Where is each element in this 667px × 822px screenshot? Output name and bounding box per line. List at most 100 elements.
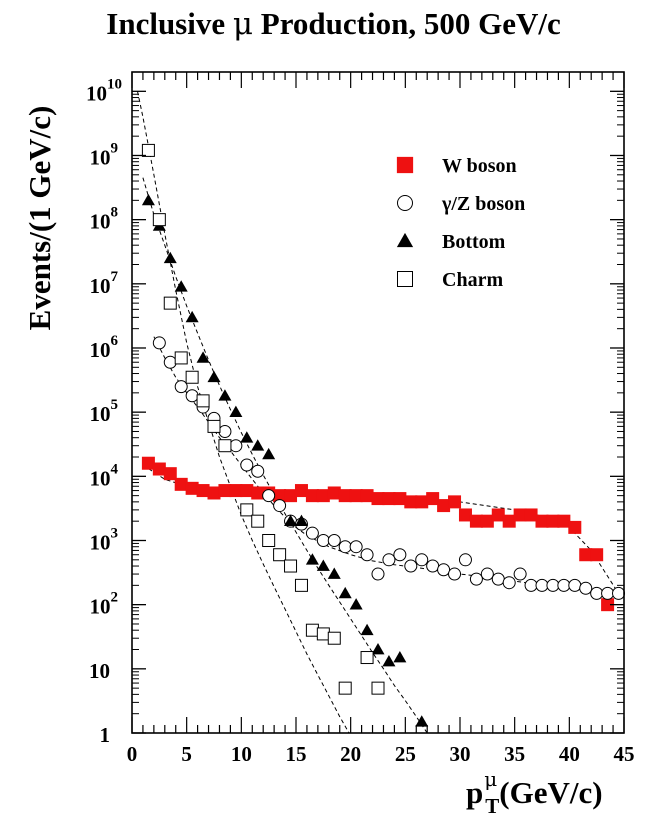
point-z-boson <box>404 559 418 573</box>
point-w-boson <box>273 489 287 503</box>
point-w-boson <box>218 484 232 498</box>
point-z-boson <box>229 439 243 453</box>
point-w-boson <box>360 489 374 503</box>
point-w-boson <box>513 508 527 522</box>
point-w-boson <box>546 514 560 528</box>
x-tick-label: 25 <box>395 742 416 766</box>
x-axis-label-tail: (GeV/c) <box>499 775 602 810</box>
point-bottom <box>316 559 330 571</box>
y-tick-label-base: 10 <box>90 338 111 362</box>
point-w-boson <box>240 484 254 498</box>
point-w-boson <box>349 489 363 503</box>
point-bottom <box>229 405 243 418</box>
point-charm <box>207 419 221 433</box>
point-charm <box>196 394 210 408</box>
point-bottom <box>251 439 265 451</box>
point-w-boson <box>458 508 472 522</box>
point-z-boson <box>524 578 538 592</box>
y-tick-label: 104 <box>90 461 119 490</box>
legend-item-z-boson: γ/Z boson <box>397 193 525 215</box>
point-w-boson <box>393 492 407 506</box>
y-tick-label-exp: 10 <box>107 76 122 92</box>
point-z-boson <box>185 389 199 403</box>
point-w-boson <box>524 508 538 522</box>
point-z-boson <box>557 578 571 592</box>
x-tick-label: 35 <box>504 742 525 766</box>
point-w-boson <box>415 495 429 509</box>
point-z-boson <box>601 586 615 600</box>
y-tick-label-base: 10 <box>90 145 111 169</box>
y-tick-label: 105 <box>90 397 119 426</box>
point-bottom <box>174 280 188 292</box>
point-charm <box>185 370 199 384</box>
point-bottom <box>218 389 232 401</box>
point-w-boson <box>229 484 243 498</box>
point-bottom <box>371 643 385 655</box>
point-z-boson <box>415 553 429 567</box>
point-charm <box>294 578 308 592</box>
point-w-boson <box>251 486 265 500</box>
point-w-boson <box>480 514 494 528</box>
point-z-boson <box>360 548 374 562</box>
legend-marker-charm <box>397 271 413 287</box>
x-tick-label: 20 <box>340 742 361 766</box>
x-axis-label-base: p <box>466 775 483 810</box>
point-bottom <box>240 431 254 443</box>
y-tick-label-exp: 7 <box>111 269 119 285</box>
point-bottom <box>185 310 199 323</box>
point-charm <box>316 627 330 641</box>
point-charm <box>360 651 374 665</box>
x-axis-label-sub: T <box>485 794 499 818</box>
x-tick-label: 30 <box>450 742 471 766</box>
chart-title-prefix: Inclusive <box>106 6 233 41</box>
point-w-boson <box>294 484 308 498</box>
point-w-boson <box>305 489 319 503</box>
point-w-boson <box>568 520 582 534</box>
point-bottom <box>393 651 407 663</box>
point-z-boson <box>502 576 516 590</box>
legend-marker-w-boson <box>396 156 414 174</box>
y-tick-label-base: 10 <box>89 659 110 683</box>
point-z-boson <box>393 548 407 562</box>
point-bottom <box>196 351 210 363</box>
point-z-boson <box>349 540 363 554</box>
point-charm <box>240 503 254 517</box>
y-tick-label: 10 <box>89 659 110 683</box>
y-tick-label-exp: 5 <box>111 397 119 413</box>
legend-label-w-boson: W boson <box>442 155 517 177</box>
point-bottom <box>382 655 396 667</box>
point-charm <box>174 351 188 365</box>
chart-title-suffix: Production, 500 GeV/c <box>253 6 561 41</box>
series-bottom <box>141 193 429 727</box>
y-tick-label-base: 10 <box>90 210 111 234</box>
y-tick-label-base: 10 <box>90 274 111 298</box>
point-w-boson <box>338 489 352 503</box>
point-z-boson <box>612 586 626 600</box>
series-w-boson <box>141 456 615 612</box>
legend-label-z-boson: γ/Z boson <box>441 193 525 215</box>
point-w-boson <box>579 548 593 562</box>
point-z-boson <box>163 355 177 369</box>
point-z-boson <box>218 424 232 438</box>
y-tick-label-exp: 8 <box>111 205 119 221</box>
point-z-boson <box>273 499 287 513</box>
point-z-boson <box>590 586 604 600</box>
point-w-boson <box>535 514 549 528</box>
point-w-boson <box>590 548 604 562</box>
legend: W boson γ/Z boson Bottom Charm <box>396 155 525 291</box>
point-w-boson <box>426 492 440 506</box>
point-z-boson <box>546 578 560 592</box>
point-w-boson <box>163 467 177 481</box>
y-tick-label: 108 <box>90 205 119 234</box>
point-bottom <box>349 598 363 610</box>
legend-marker-z-boson <box>397 195 413 211</box>
point-bottom <box>360 623 374 636</box>
point-w-boson <box>207 486 221 500</box>
point-z-boson <box>338 540 352 554</box>
point-charm <box>141 143 155 157</box>
y-tick-label-exp: 9 <box>111 140 119 156</box>
point-w-boson <box>404 495 418 509</box>
point-w-boson <box>437 499 451 513</box>
point-bottom <box>284 514 298 527</box>
